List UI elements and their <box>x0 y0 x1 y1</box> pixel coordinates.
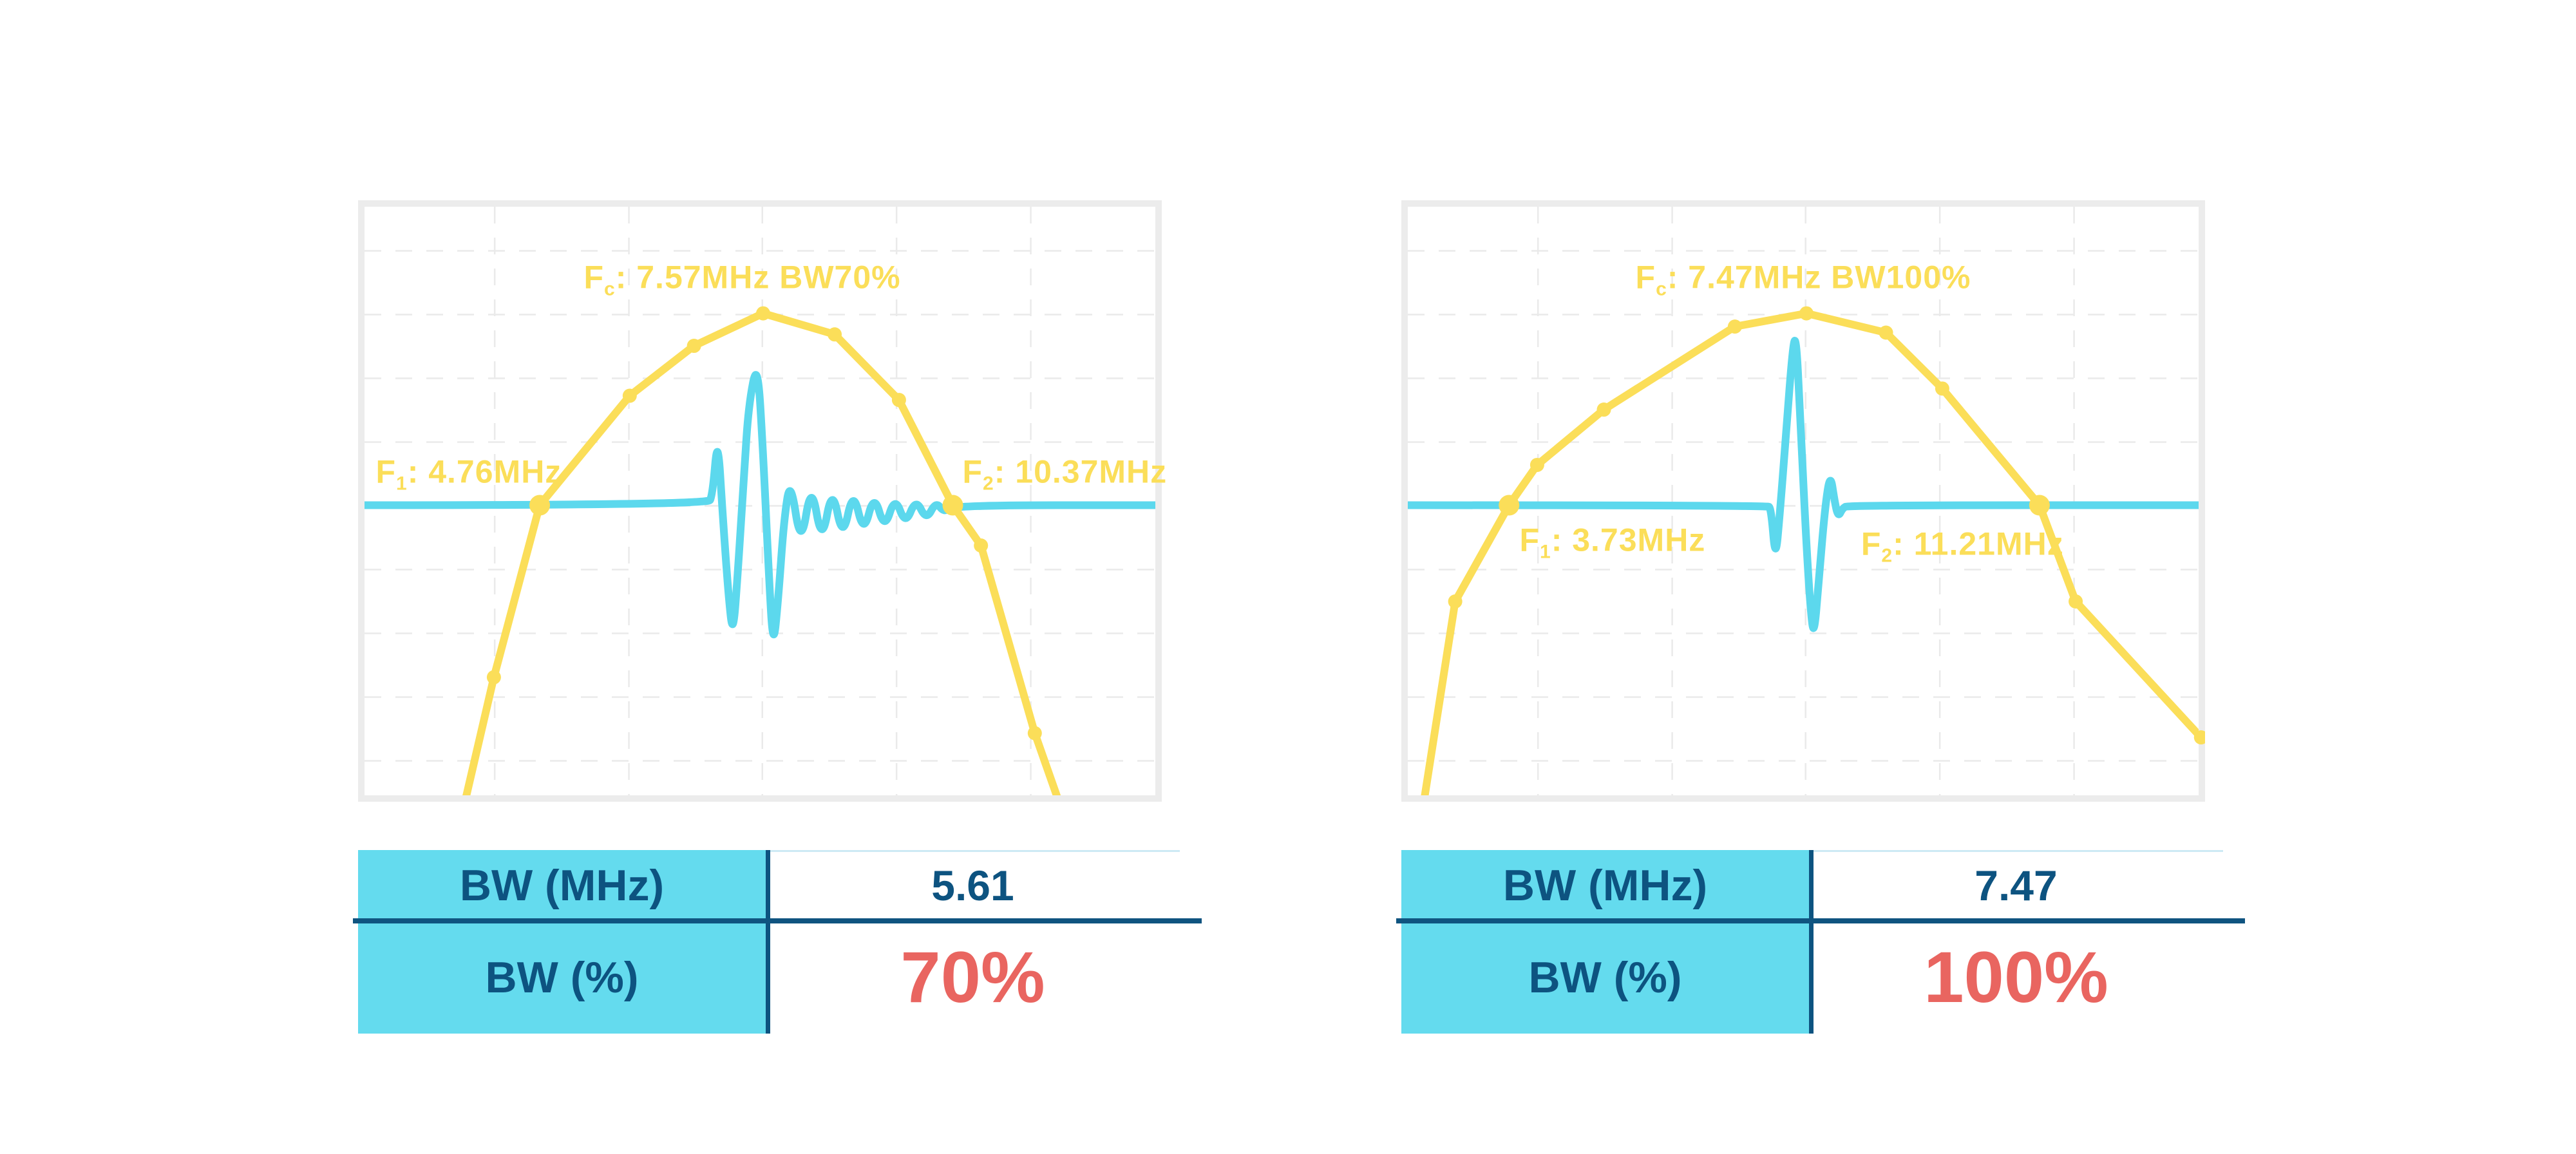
table-row: BW (%) 70% <box>358 921 1180 1034</box>
table-header-bw-mhz: BW (MHz) <box>358 850 766 921</box>
fc-label: Fc: 7.57MHz BW70% <box>583 259 900 301</box>
table-value-0: 7.47 <box>1809 850 2223 921</box>
f1-label: F1: 3.73MHz <box>1519 521 1705 563</box>
fc-label: Fc: 7.47MHz BW100% <box>1636 259 1971 301</box>
fc-label-sub: c <box>1656 278 1667 300</box>
figure-narrowband: Fc: 7.57MHz BW70% F1: 4.76MHz F2: 10.37M… <box>353 200 1202 1037</box>
f1-label-sub: 1 <box>396 473 408 495</box>
f1-label-base: F <box>1519 522 1540 558</box>
f2-label: F2: 11.21MHz <box>1861 525 2064 567</box>
table-column-divider <box>1809 850 1814 1034</box>
f1-label: F1: 4.76MHz <box>375 453 562 495</box>
f1-label-base: F <box>375 453 396 490</box>
table-header-bw-pct: BW (%) <box>358 921 766 1034</box>
fc-label-sub: c <box>604 278 616 300</box>
bw-table: BW (MHz) 5.61 BW (%) 70% <box>353 850 1202 1034</box>
table-value-1: 100% <box>1809 921 2223 1034</box>
chart-frame: Fc: 7.47MHz BW100% F1: 3.73MHz F2: 11.21… <box>1401 200 2205 802</box>
table-header-bw-mhz: BW (MHz) <box>1401 850 1809 921</box>
f2-label-rest: : 11.21MHz <box>1893 525 2064 562</box>
figure-broadband: Fc: 7.47MHz BW100% F1: 3.73MHz F2: 11.21… <box>1396 200 2245 1037</box>
f2-label-base: F <box>962 453 983 490</box>
f2-label-sub: 2 <box>983 473 994 495</box>
table-row: BW (MHz) 7.47 <box>1401 850 2223 921</box>
f2-label-sub: 2 <box>1881 545 1893 567</box>
f2-label: F2: 10.37MHz <box>962 453 1167 495</box>
chart-frame: Fc: 7.57MHz BW70% F1: 4.76MHz F2: 10.37M… <box>358 200 1166 802</box>
table-row: BW (MHz) 5.61 <box>358 850 1180 921</box>
chart-canvas <box>358 200 1162 802</box>
chart-canvas <box>1401 200 2205 802</box>
fc-label-rest: : 7.47MHz BW100% <box>1667 259 1971 296</box>
f2-label-rest: : 10.37MHz <box>994 453 1168 490</box>
f1-label-rest: : 4.76MHz <box>407 453 562 490</box>
fc-label-base: F <box>583 259 605 296</box>
table-row: BW (%) 100% <box>1401 921 2223 1034</box>
f2-label-base: F <box>1861 525 1882 562</box>
table-column-divider <box>766 850 770 1034</box>
bw-table: BW (MHz) 7.47 BW (%) 100% <box>1396 850 2245 1034</box>
table-value-1: 70% <box>766 921 1180 1034</box>
f1-label-rest: : 3.73MHz <box>1551 522 1706 558</box>
table-row-divider <box>1396 918 2245 923</box>
table-top-border <box>1814 850 2223 852</box>
table-header-bw-pct: BW (%) <box>1401 921 1809 1034</box>
table-value-0: 5.61 <box>766 850 1180 921</box>
table-top-border <box>770 850 1180 852</box>
table-row-divider <box>353 918 1202 923</box>
fc-label-rest: : 7.57MHz BW70% <box>615 259 901 296</box>
fc-label-base: F <box>1635 259 1656 296</box>
f1-label-sub: 1 <box>1540 541 1551 562</box>
